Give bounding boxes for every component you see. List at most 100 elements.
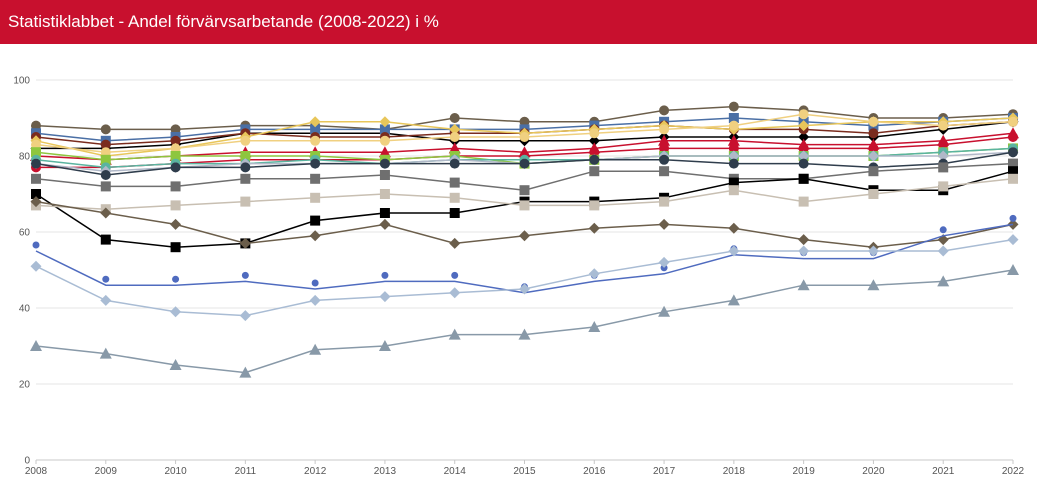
data-point[interactable] <box>728 158 739 169</box>
data-point[interactable] <box>728 101 739 112</box>
data-point[interactable] <box>309 116 321 128</box>
data-point[interactable] <box>449 192 460 203</box>
data-point[interactable] <box>937 275 950 287</box>
data-point[interactable] <box>797 138 810 150</box>
data-point[interactable] <box>658 305 671 317</box>
data-point[interactable] <box>938 162 949 173</box>
data-point[interactable] <box>798 173 809 184</box>
data-point[interactable] <box>379 116 391 128</box>
data-point[interactable] <box>937 134 950 146</box>
data-point[interactable] <box>170 151 181 161</box>
data-point[interactable] <box>170 181 181 192</box>
data-point[interactable] <box>1007 127 1019 139</box>
data-point[interactable] <box>727 134 740 146</box>
data-point[interactable] <box>30 196 42 208</box>
data-point[interactable] <box>727 294 740 306</box>
data-point[interactable] <box>939 226 947 234</box>
data-point[interactable] <box>449 132 460 142</box>
data-point[interactable] <box>588 135 600 147</box>
data-point[interactable] <box>448 142 461 154</box>
data-point[interactable] <box>797 279 810 291</box>
data-point[interactable] <box>449 123 461 135</box>
data-point[interactable] <box>170 200 181 211</box>
data-point[interactable] <box>728 113 739 123</box>
data-point[interactable] <box>518 146 531 158</box>
data-point[interactable] <box>519 200 530 211</box>
data-point[interactable] <box>519 230 530 242</box>
data-point[interactable] <box>867 279 880 291</box>
data-point[interactable] <box>30 260 42 272</box>
data-point[interactable] <box>170 306 182 318</box>
data-point[interactable] <box>728 222 740 234</box>
data-point[interactable] <box>589 200 600 211</box>
data-point[interactable] <box>518 328 531 340</box>
data-point[interactable] <box>1007 264 1019 275</box>
data-point[interactable] <box>449 158 460 169</box>
data-point[interactable] <box>31 173 41 184</box>
data-point[interactable] <box>1009 214 1017 222</box>
data-point[interactable] <box>99 347 112 359</box>
data-point[interactable] <box>31 147 41 158</box>
data-point[interactable] <box>798 109 809 120</box>
data-point[interactable] <box>239 310 251 322</box>
data-point[interactable] <box>728 120 739 131</box>
data-point[interactable] <box>1008 173 1018 184</box>
data-point[interactable] <box>100 170 111 180</box>
data-point[interactable] <box>100 207 112 219</box>
data-point[interactable] <box>1008 166 1018 177</box>
data-point[interactable] <box>100 181 111 192</box>
data-point[interactable] <box>798 120 810 132</box>
data-point[interactable] <box>379 124 390 135</box>
data-point[interactable] <box>310 215 321 226</box>
data-point[interactable] <box>519 132 530 142</box>
data-point[interactable] <box>240 151 251 161</box>
series-line[interactable] <box>35 238 1014 317</box>
data-point[interactable] <box>378 340 391 351</box>
data-point[interactable] <box>170 218 182 230</box>
data-point[interactable] <box>170 242 181 253</box>
data-point[interactable] <box>169 359 182 370</box>
data-point[interactable] <box>519 158 530 169</box>
data-point[interactable] <box>31 189 41 199</box>
data-point[interactable] <box>451 271 459 279</box>
data-point[interactable] <box>448 328 461 340</box>
data-point[interactable] <box>449 208 460 218</box>
data-point[interactable] <box>170 135 181 146</box>
data-point[interactable] <box>868 189 879 199</box>
data-point[interactable] <box>519 283 530 295</box>
data-point[interactable] <box>310 158 321 169</box>
data-point[interactable] <box>30 340 42 351</box>
data-point[interactable] <box>659 124 670 135</box>
data-point[interactable] <box>868 116 879 127</box>
data-point[interactable] <box>728 143 739 154</box>
data-point[interactable] <box>728 185 739 196</box>
data-point[interactable] <box>239 366 252 378</box>
data-point[interactable] <box>588 222 600 234</box>
data-point[interactable] <box>100 124 111 135</box>
data-point[interactable] <box>867 245 879 257</box>
data-point[interactable] <box>100 154 111 165</box>
data-point[interactable] <box>310 173 321 184</box>
data-point[interactable] <box>100 294 112 306</box>
data-point[interactable] <box>798 131 810 143</box>
data-point[interactable] <box>379 208 390 218</box>
data-point[interactable] <box>1007 234 1019 246</box>
data-point[interactable] <box>658 256 670 268</box>
data-point[interactable] <box>172 275 180 283</box>
data-point[interactable] <box>449 113 460 123</box>
data-point[interactable] <box>589 166 600 177</box>
data-point[interactable] <box>937 245 949 257</box>
data-point[interactable] <box>588 142 601 154</box>
data-point[interactable] <box>379 135 390 146</box>
data-point[interactable] <box>100 139 111 150</box>
data-point[interactable] <box>867 150 879 162</box>
data-point[interactable] <box>379 189 390 199</box>
data-point[interactable] <box>728 150 740 162</box>
data-point[interactable] <box>659 105 670 116</box>
data-point[interactable] <box>378 146 391 158</box>
data-point[interactable] <box>31 158 41 169</box>
data-point[interactable] <box>240 196 251 207</box>
data-point[interactable] <box>659 143 670 154</box>
data-point[interactable] <box>379 291 391 303</box>
data-point[interactable] <box>658 134 671 146</box>
